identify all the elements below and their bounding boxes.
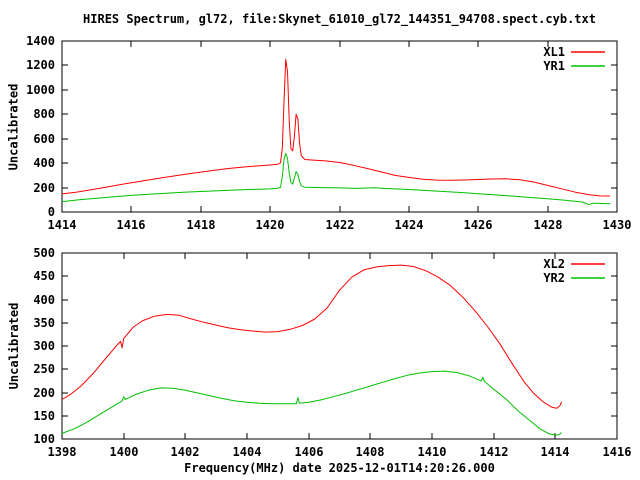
y-tick-label: 0 [48, 205, 55, 219]
legend-label-XL2: XL2 [543, 257, 565, 271]
series-line-XL2 [61, 264, 562, 409]
x-tick-label: 1414 [541, 445, 570, 459]
y-tick-label: 1000 [26, 83, 55, 97]
x-tick-label: 1402 [171, 445, 200, 459]
x-tick-label: 1428 [534, 218, 563, 232]
y-tick-label: 100 [33, 432, 55, 446]
x-tick-label: 1424 [395, 218, 424, 232]
series-line-YR2 [61, 370, 562, 436]
y-tick-label: 450 [33, 269, 55, 283]
x-tick-label: 1420 [256, 218, 285, 232]
series-line-XL1 [61, 58, 611, 197]
x-tick-label: 1418 [187, 218, 216, 232]
x-tick-label: 1398 [48, 445, 77, 459]
legend-label-YR1: YR1 [543, 59, 565, 73]
x-tick-label: 1416 [603, 445, 632, 459]
x-tick-label: 1414 [48, 218, 77, 232]
x-tick-label: 1416 [117, 218, 146, 232]
plot-border [61, 252, 618, 440]
y-tick-label: 400 [33, 293, 55, 307]
y-tick-label: 200 [33, 181, 55, 195]
legend-label-YR2: YR2 [543, 271, 565, 285]
x-axis-label: Frequency(MHz) date 2025-12-01T14:20:26.… [184, 461, 495, 475]
x-tick-label: 1422 [326, 218, 355, 232]
y-tick-label: 350 [33, 316, 55, 330]
y-tick-label: 300 [33, 339, 55, 353]
y-tick-label: 800 [33, 107, 55, 121]
y-tick-label: 400 [33, 156, 55, 170]
y-tick-label: 500 [33, 246, 55, 260]
x-tick-label: 1410 [418, 445, 447, 459]
x-tick-label: 1408 [356, 445, 385, 459]
chart-title: HIRES Spectrum, gl72, file:Skynet_61010_… [83, 12, 596, 26]
x-tick-label: 1406 [295, 445, 324, 459]
y-tick-label: 600 [33, 132, 55, 146]
y-tick-label: 250 [33, 362, 55, 376]
x-tick-label: 1404 [233, 445, 262, 459]
x-tick-label: 1426 [464, 218, 493, 232]
y-tick-label: 1400 [26, 34, 55, 48]
plot-border [61, 40, 618, 213]
x-tick-label: 1430 [603, 218, 632, 232]
y-tick-label: 1200 [26, 58, 55, 72]
series-line-YR1 [61, 152, 611, 206]
x-tick-label: 1412 [480, 445, 509, 459]
y-tick-label: 150 [33, 409, 55, 423]
x-tick-label: 1400 [110, 445, 139, 459]
legend-label-XL1: XL1 [543, 45, 565, 59]
y-tick-label: 200 [33, 386, 55, 400]
